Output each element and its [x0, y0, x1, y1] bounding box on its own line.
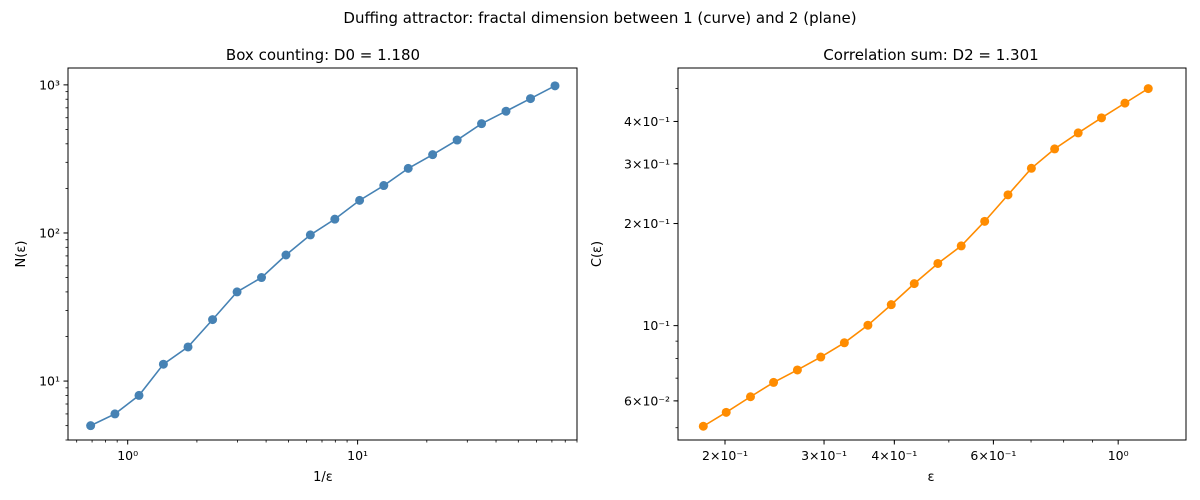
box-counting-data-point — [526, 94, 536, 104]
box-counting-data-point — [110, 409, 120, 419]
figure-suptitle: Duffing attractor: fractal dimension bet… — [343, 9, 856, 27]
correlation-sum-series-line — [702, 87, 1149, 427]
correlation-sum-data-point — [980, 216, 990, 226]
box-counting-data-point — [452, 135, 462, 145]
correlation-sum-x-tick-label: 10⁰ — [1108, 448, 1129, 463]
box-counting-data-point — [355, 195, 365, 205]
correlation-sum-xlabel: ε — [927, 470, 934, 485]
box-counting-ylabel: N(ε) — [14, 241, 29, 268]
box-counting-data-point — [379, 181, 389, 191]
correlation-sum-data-point — [909, 279, 919, 289]
correlation-sum-panel: Correlation sum: D2 = 1.301 2×10⁻¹ 3×10⁻¹… — [590, 46, 1187, 485]
correlation-sum-data-point — [792, 365, 802, 375]
correlation-sum-y-tick-label: 4×10⁻¹ — [624, 114, 670, 129]
box-counting-data-point — [158, 359, 168, 369]
box-counting-data-point — [183, 342, 193, 352]
box-counting-series-line — [90, 85, 556, 427]
correlation-sum-data-point — [933, 258, 943, 268]
correlation-sum-x-tick-label: 6×10⁻¹ — [970, 448, 1016, 463]
correlation-sum-series — [698, 84, 1153, 431]
correlation-sum-x-tick-label: 4×10⁻¹ — [871, 448, 917, 463]
correlation-sum-data-point — [1050, 144, 1060, 154]
correlation-sum-data-point — [1003, 190, 1013, 200]
correlation-sum-y-tick-label: 10⁻¹ — [642, 318, 670, 333]
correlation-sum-title: Correlation sum: D2 = 1.301 — [823, 46, 1038, 64]
box-counting-data-point — [330, 214, 340, 224]
box-counting-data-point — [134, 390, 144, 400]
box-counting-data-point — [257, 273, 267, 283]
box-counting-series — [86, 81, 560, 431]
correlation-sum-data-point — [1096, 113, 1106, 123]
correlation-sum-data-point — [721, 407, 731, 417]
box-counting-data-point — [208, 315, 218, 325]
correlation-sum-data-point — [863, 320, 873, 330]
box-counting-data-point — [550, 81, 560, 91]
correlation-sum-ticks: 2×10⁻¹ 3×10⁻¹ 4×10⁻¹ 6×10⁻¹ 10⁰ 6×10⁻² 10⁻¹ 2×1… — [624, 88, 1129, 463]
box-counting-x-tick-label: 10¹ — [347, 448, 368, 463]
correlation-sum-y-tick-label: 3×10⁻¹ — [624, 156, 670, 171]
box-counting-plot-area — [67, 67, 578, 441]
correlation-sum-plot-area — [677, 67, 1187, 441]
box-counting-x-tick-label: 10⁰ — [117, 448, 138, 463]
box-counting-data-point — [86, 421, 96, 431]
correlation-sum-ylabel: C(ε) — [590, 241, 605, 267]
correlation-sum-x-tick-label: 2×10⁻¹ — [702, 448, 748, 463]
correlation-sum-data-point — [956, 241, 966, 251]
box-counting-xlabel: 1/ε — [313, 470, 333, 485]
correlation-sum-data-point — [886, 300, 896, 310]
box-counting-ticks: 10⁰ 10¹ 10¹ 10² 10³ — [39, 77, 578, 463]
correlation-sum-data-point — [1143, 84, 1153, 94]
correlation-sum-data-point — [769, 377, 779, 387]
correlation-sum-data-point — [1120, 98, 1130, 108]
box-counting-y-tick-label: 10³ — [39, 77, 60, 92]
box-counting-data-point — [281, 250, 291, 260]
correlation-sum-y-tick-label: 2×10⁻¹ — [624, 216, 670, 231]
correlation-sum-data-point — [816, 352, 826, 362]
correlation-sum-y-tick-label: 6×10⁻² — [624, 393, 670, 408]
box-counting-y-tick-label: 10² — [39, 225, 60, 240]
box-counting-data-point — [428, 150, 438, 160]
correlation-sum-data-point — [1073, 128, 1083, 138]
correlation-sum-data-point — [1026, 163, 1036, 173]
box-counting-data-point — [403, 163, 413, 173]
box-counting-panel: Box counting: D0 = 1.180 10⁰ 10¹ 10¹ 10² 10³… — [14, 46, 578, 485]
box-counting-data-point — [232, 287, 242, 297]
box-counting-title: Box counting: D0 = 1.180 — [226, 46, 420, 64]
box-counting-y-tick-label: 10¹ — [39, 374, 60, 389]
box-counting-data-point — [501, 106, 511, 116]
box-counting-data-point — [305, 230, 315, 240]
correlation-sum-data-point — [745, 392, 755, 402]
box-counting-data-point — [477, 119, 487, 129]
correlation-sum-data-point — [839, 338, 849, 348]
correlation-sum-data-point — [698, 421, 708, 431]
correlation-sum-x-tick-label: 3×10⁻¹ — [801, 448, 847, 463]
